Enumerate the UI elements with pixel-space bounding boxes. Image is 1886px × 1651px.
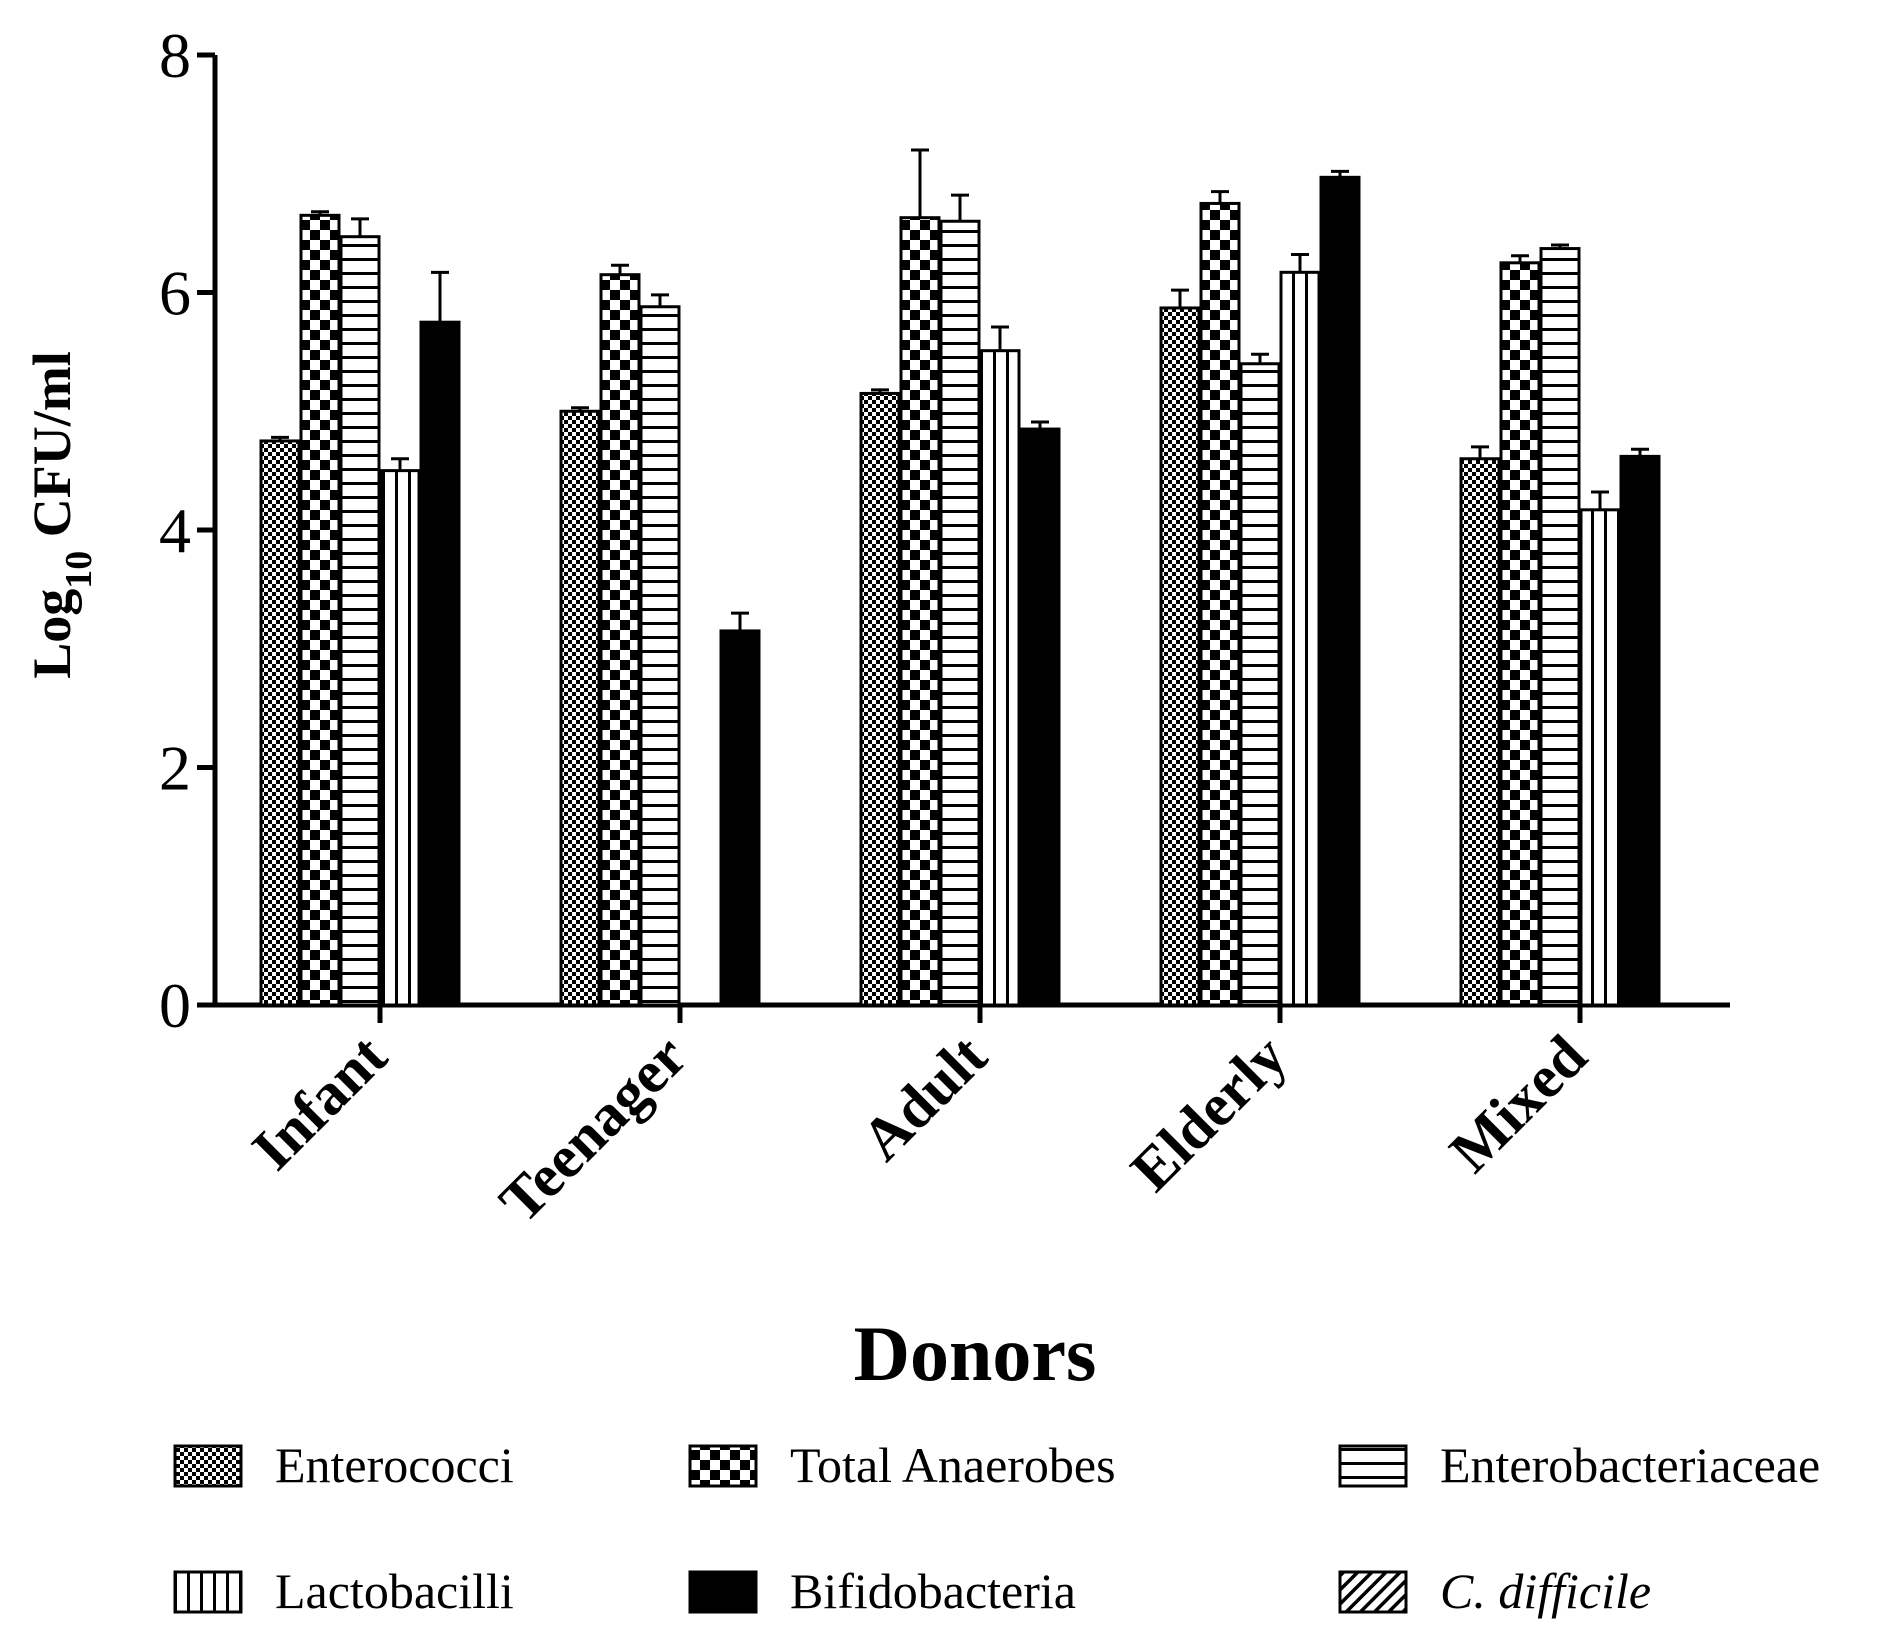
bar-mixed-bifidobacteria [1619,454,1661,1007]
legend-label-lactobacilli: Lactobacilli [275,1563,514,1619]
bar-elderly-lactobacilli [1279,270,1321,1007]
bar-adult-bifidobacteria [1019,427,1061,1007]
x-axis-label: Donors [854,1310,1097,1397]
legend-label-c-difficile: C. difficile [1440,1563,1651,1619]
bar-infant-enterococci [259,439,301,1007]
x-tick-label-adult: Adult [849,1023,999,1173]
bar-infant-lactobacilli [379,469,421,1007]
bar-elderly-enterobacteriaceae [1239,362,1281,1007]
y-tick-label: 8 [159,20,191,91]
bar-elderly-total-anaerobes [1199,201,1241,1007]
y-axis-label-subscript: 10 [58,551,100,589]
y-tick-label: 6 [159,258,191,329]
x-tick-label-elderly: Elderly [1118,1023,1299,1204]
legend-label-enterococci: Enterococci [275,1437,514,1493]
legend-swatch-bifidobacteria [688,1570,758,1614]
legend-swatch-lactobacilli [173,1570,243,1614]
y-axis-label: Log10 CFU/ml [22,351,100,679]
legend: Enterococci Total Anaerobes Enterobacteria… [173,1437,1820,1619]
y-tick-label: 4 [159,495,191,566]
bar-infant-enterobacteriaceae [339,235,381,1007]
legend-label-total-anaerobes: Total Anaerobes [790,1437,1116,1493]
x-tick-label-infant: Infant [239,1023,399,1183]
bar-mixed-lactobacilli [1579,508,1621,1007]
bar-mixed-enterococci [1459,457,1501,1007]
legend-swatch-enterococci [173,1444,243,1488]
legend-label-enterobacteriaceae: Enterobacteriaceae [1440,1437,1820,1493]
y-axis-label-rest: CFU/ml [22,351,82,550]
bar-teenager-enterococci [559,409,601,1007]
y-axis-label-main: Log [22,589,82,679]
bar-adult-enterobacteriaceae [939,219,981,1007]
legend-swatch-enterobacteriaceae [1338,1444,1408,1488]
bar-teenager-total-anaerobes [599,273,641,1007]
bar-adult-lactobacilli [979,349,1021,1007]
bar-adult-total-anaerobes [899,216,941,1007]
bar-mixed-enterobacteriaceae [1539,247,1581,1007]
bar-adult-enterococci [859,391,901,1007]
bar-infant-total-anaerobes [299,213,341,1007]
bar-elderly-enterococci [1159,306,1201,1007]
bar-infant-bifidobacteria [419,320,461,1007]
x-tick-label-teenager: Teenager [487,1023,699,1235]
bar-mixed-total-anaerobes [1499,261,1541,1007]
legend-swatch-total-anaerobes [688,1444,758,1488]
legend-swatch-c-difficile [1338,1570,1408,1614]
bars-group [259,148,1661,1007]
bar-elderly-bifidobacteria [1319,175,1361,1007]
x-tick-label-mixed: Mixed [1437,1023,1599,1185]
bar-teenager-bifidobacteria [719,629,761,1007]
y-tick-label: 0 [159,970,191,1041]
legend-label-bifidobacteria: Bifidobacteria [790,1563,1076,1619]
y-tick-label: 2 [159,733,191,804]
bar-teenager-enterobacteriaceae [639,305,681,1007]
